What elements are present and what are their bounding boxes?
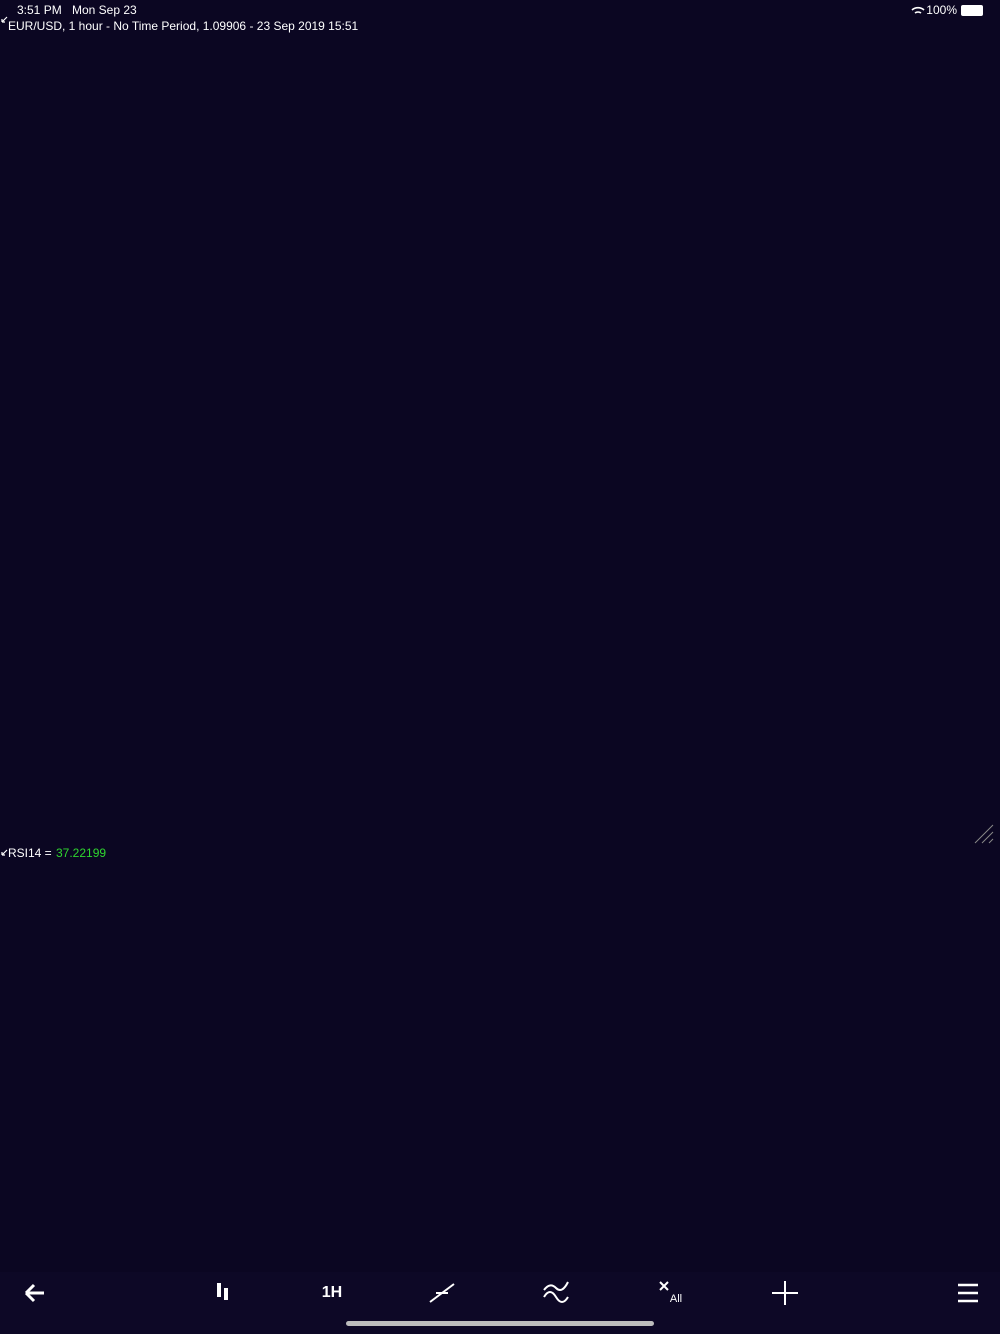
menu-button[interactable]: [958, 1283, 978, 1303]
draw-button[interactable]: [429, 1283, 455, 1303]
status-time: 3:51 PM: [17, 3, 62, 17]
crosshair-button[interactable]: [772, 1281, 798, 1305]
expand-icon[interactable]: [1, 849, 8, 856]
clear-icon: [659, 1281, 669, 1291]
clear-all-button[interactable]: All: [670, 1293, 682, 1305]
status-date: Mon Sep 23: [72, 3, 137, 17]
expand-icon[interactable]: [1, 16, 8, 23]
battery-icon: [961, 5, 983, 16]
interval-button[interactable]: 1H: [322, 1284, 342, 1301]
wifi-icon: [911, 6, 925, 14]
chart-title: EUR/USD, 1 hour - No Time Period, 1.0990…: [8, 19, 359, 33]
back-button[interactable]: [24, 1283, 44, 1303]
indicator-button[interactable]: [543, 1281, 569, 1303]
rsi-label: RSI14 =: [8, 846, 52, 860]
status-battery: 100%: [926, 3, 957, 17]
chart-type-button[interactable]: [217, 1283, 228, 1300]
home-indicator: [346, 1321, 654, 1326]
resize-handle[interactable]: [974, 824, 994, 844]
rsi-value: 37.22199: [56, 846, 106, 860]
